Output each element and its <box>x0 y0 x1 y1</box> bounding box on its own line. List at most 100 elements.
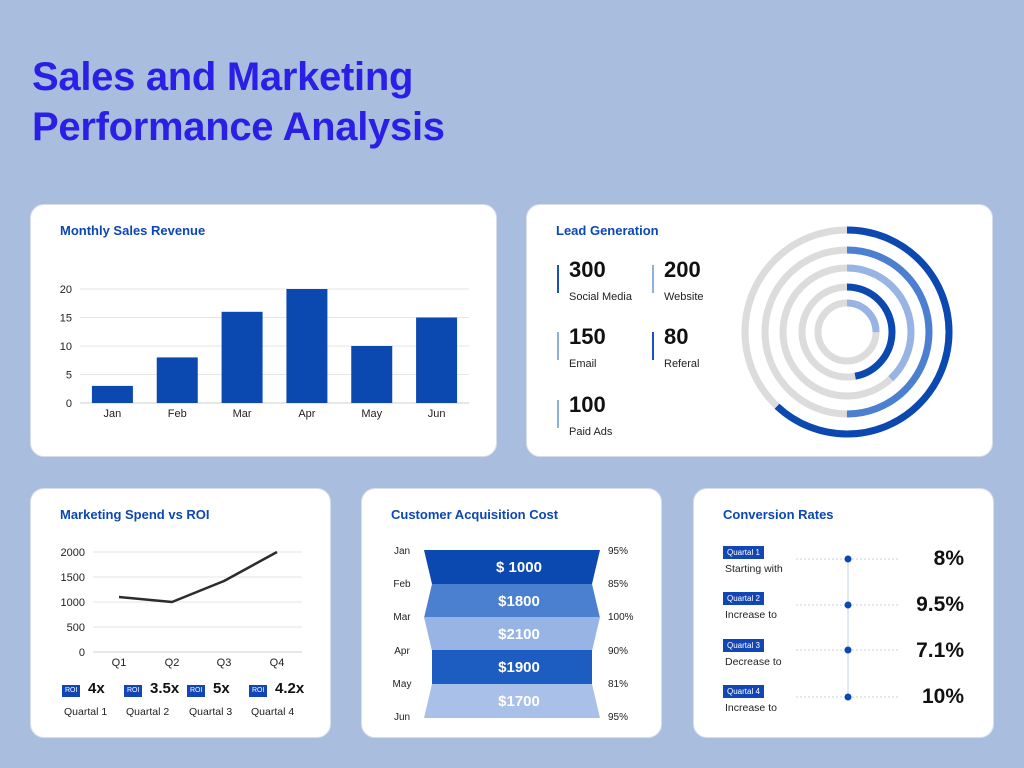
timeline-dot <box>844 555 852 563</box>
monthly-sales-chart: 0 5 10 15 20 Jan Feb Mar Apr May Jun <box>60 284 469 420</box>
x-tick-label: Q2 <box>165 657 180 669</box>
roi-quarter-label: Quartal 2 <box>126 706 170 718</box>
funnel-value: $2100 <box>498 626 540 643</box>
lead-value: 150 <box>569 324 606 349</box>
acquisition-cost-title: Customer Acquisition Cost <box>391 507 559 522</box>
lead-generation-title: Lead Generation <box>556 223 659 238</box>
lead-value: 300 <box>569 257 606 282</box>
conversion-rates-title: Conversion Rates <box>723 507 834 522</box>
bar <box>351 346 393 403</box>
page-title-line-1: Sales and Marketing <box>32 55 414 99</box>
lead-label: Social Media <box>569 291 632 303</box>
acquisition-funnel-chart: $ 1000 $1800 $2100 $1900 $1700 Jan Feb Mar Apr Ma… <box>393 546 634 723</box>
lead-website: 200 Website <box>652 257 704 303</box>
x-tick-label: Jun <box>428 408 446 420</box>
y-tick-label: 0 <box>79 647 85 659</box>
roi-value: 4.2x <box>275 680 305 697</box>
funnel-value: $1900 <box>498 659 540 676</box>
conversion-desc: Decrease to <box>725 656 782 668</box>
funnel-segment <box>424 550 600 584</box>
funnel-value: $ 1000 <box>496 559 542 576</box>
y-tick-label: 1000 <box>61 597 85 609</box>
conversion-rate: 8% <box>933 547 964 570</box>
x-tick-label: Q1 <box>112 657 127 669</box>
ring-arc <box>761 246 933 418</box>
conversion-rate: 7.1% <box>916 639 964 662</box>
conversion-rate: 9.5% <box>916 593 964 616</box>
ring-arc <box>741 226 953 438</box>
y-tick-label: 15 <box>60 313 72 325</box>
bar <box>156 357 198 403</box>
conversion-desc: Increase to <box>725 609 777 621</box>
roi-value: 3.5x <box>150 680 180 697</box>
roi-badge: ROI <box>249 685 268 697</box>
timeline-dot <box>844 646 852 654</box>
x-tick-label: Mar <box>233 408 252 420</box>
lead-label: Referal <box>664 358 700 370</box>
roi-value: 4x <box>88 680 105 697</box>
roi-quarter-label: Quartal 4 <box>251 706 295 718</box>
x-tick-label: Q4 <box>270 657 285 669</box>
funnel-value: $1700 <box>498 693 540 710</box>
percent-label: 90% <box>608 646 628 657</box>
month-label: Feb <box>393 579 411 590</box>
percent-label: 81% <box>608 679 628 690</box>
conversion-badge: Quartal 2 <box>723 592 764 605</box>
funnel-segment <box>424 684 600 718</box>
lead-value: 100 <box>569 392 606 417</box>
roi-badge: ROI <box>124 685 143 697</box>
conversion-badge: Quartal 4 <box>723 685 764 698</box>
bar <box>221 311 263 403</box>
funnel-segment <box>424 584 600 618</box>
funnel-segment <box>424 617 600 651</box>
conversion-desc: Starting with <box>725 563 783 575</box>
lead-generation-card: Lead Generation 300 Social Media 200 Web… <box>526 204 993 457</box>
lead-value: 80 <box>664 324 689 349</box>
roi-quarter-label: Quartal 1 <box>64 706 108 718</box>
lead-label: Website <box>664 291 704 303</box>
timeline-dot <box>844 601 852 609</box>
ring-arc <box>814 299 880 365</box>
y-tick-label: 500 <box>67 622 85 634</box>
percent-label: 95% <box>608 546 628 557</box>
page-title-line-2: Performance Analysis <box>32 105 445 149</box>
roi-badge: ROI <box>62 685 81 697</box>
lead-social-media: 300 Social Media <box>557 257 632 303</box>
lead-referal: 80 Referal <box>652 324 699 370</box>
x-tick-label: Feb <box>168 408 187 420</box>
bar <box>416 317 458 403</box>
lead-label: Email <box>569 358 597 370</box>
page-title: Sales and Marketing Performance Analysis <box>32 52 445 152</box>
marketing-roi-title: Marketing Spend vs ROI <box>60 507 210 522</box>
lead-value: 200 <box>664 257 701 282</box>
roi-value: 5x <box>213 680 230 697</box>
conversion-rates-card: Conversion Rates Quartal 1 Starting with… <box>693 488 994 738</box>
x-tick-label: Jan <box>104 408 122 420</box>
conversion-rate: 10% <box>921 685 964 708</box>
ring-arc <box>779 264 915 400</box>
conversion-badge: Quartal 1 <box>723 546 764 559</box>
x-tick-label: Q3 <box>217 657 232 669</box>
roi-quarter-label: Quartal 3 <box>189 706 233 718</box>
spend-line <box>118 550 278 604</box>
x-tick-label: May <box>361 408 382 420</box>
lead-label: Paid Ads <box>569 426 613 438</box>
y-tick-label: 2000 <box>61 547 85 559</box>
monthly-sales-card: Monthly Sales Revenue 0 5 10 15 20 Jan Feb Mar A… <box>30 204 497 457</box>
timeline-dot <box>844 693 852 701</box>
month-label: Mar <box>393 612 411 623</box>
conversion-badge: Quartal 3 <box>723 639 764 652</box>
percent-label: 100% <box>608 612 634 623</box>
marketing-spend-chart: 0 500 1000 1500 2000 Q1 Q2 Q3 Q4 <box>61 547 302 669</box>
percent-label: 85% <box>608 579 628 590</box>
y-tick-label: 5 <box>66 370 72 382</box>
acquisition-cost-card: Customer Acquisition Cost $ 1000 $1800 $21… <box>361 488 662 738</box>
month-label: Apr <box>394 646 410 657</box>
lead-paid-ads: 100 Paid Ads <box>557 392 612 438</box>
lead-radial-chart <box>741 226 953 438</box>
x-tick-label: Apr <box>298 408 315 420</box>
y-tick-label: 10 <box>60 341 72 353</box>
ring-arc <box>798 283 896 381</box>
roi-badge: ROI <box>187 685 206 697</box>
bar <box>91 385 133 403</box>
